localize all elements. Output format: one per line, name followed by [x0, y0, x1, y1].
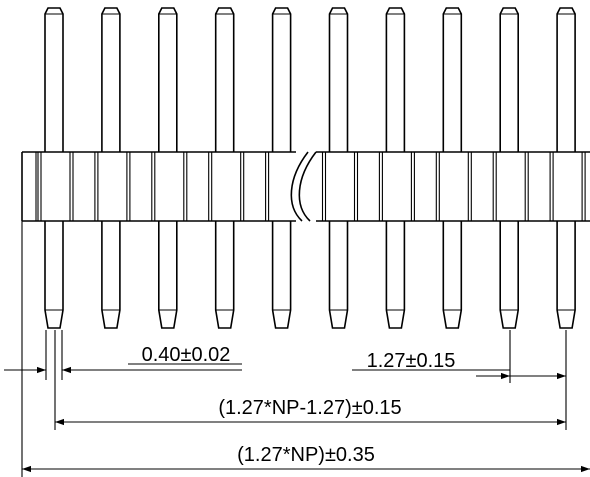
pin [101, 7, 121, 329]
dimension-lines [4, 221, 590, 477]
pin [328, 7, 349, 329]
pin [214, 7, 235, 329]
pin-thickness-dimension: 0.40±0.02 [142, 344, 231, 366]
pin-span-dimension: (1.27*NP-1.27)±0.15 [218, 397, 401, 419]
housing [21, 151, 590, 222]
pins-group [44, 7, 576, 329]
pin [385, 7, 406, 329]
pin [158, 7, 178, 329]
pin [556, 7, 576, 329]
pin [499, 7, 519, 329]
pin [271, 7, 292, 329]
pin [442, 7, 463, 329]
overall-length-dimension: (1.27*NP)±0.35 [237, 444, 375, 466]
pin [44, 7, 64, 329]
pitch-dimension: 1.27±0.15 [367, 350, 456, 372]
